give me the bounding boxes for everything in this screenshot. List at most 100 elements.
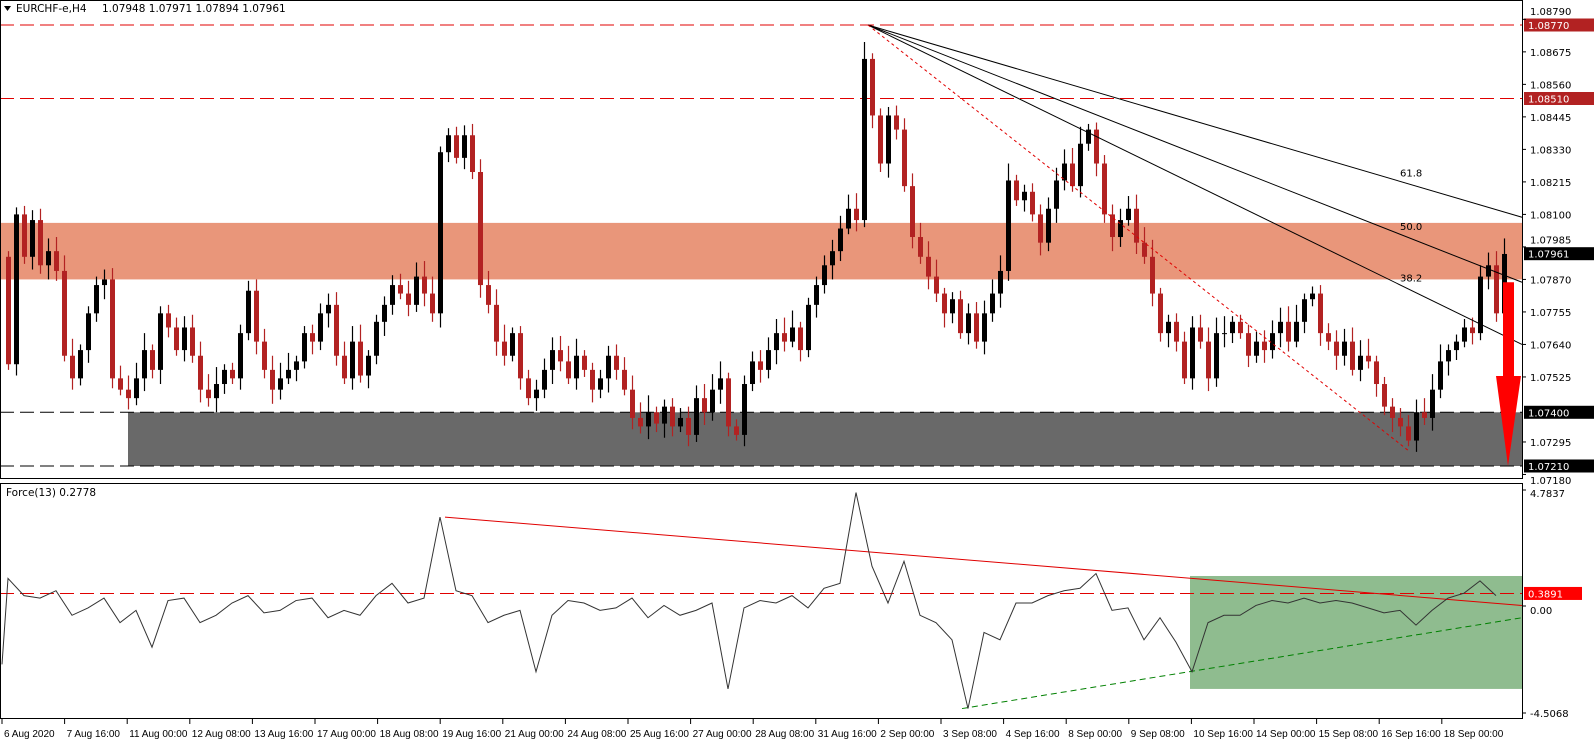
candle-bull (1294, 321, 1299, 342)
candle-bear (342, 355, 347, 379)
candle-bear (126, 389, 131, 399)
candle-bear (590, 369, 595, 390)
candle-bear (494, 304, 499, 342)
candle-bear (1318, 293, 1323, 334)
candle-bear (934, 276, 939, 294)
candle-bear (1334, 341, 1339, 356)
candle-bear (1150, 256, 1155, 294)
candle-bear (430, 293, 435, 314)
candle-bull (1478, 276, 1483, 334)
time-tick-label: 11 Aug 00:00 (129, 729, 188, 740)
candle-bear (1142, 242, 1147, 257)
time-tick-label: 7 Aug 16:00 (67, 729, 121, 740)
candle-bull (446, 135, 451, 153)
candle-bear (1246, 333, 1251, 356)
candle-bull (990, 293, 995, 314)
time-tick-label: 16 Sep 16:00 (1381, 729, 1441, 740)
candle-bear (1286, 321, 1291, 342)
force-tick-label: 0.00 (1530, 606, 1552, 617)
candle-bull (966, 313, 971, 334)
time-tick-label: 25 Aug 16:00 (630, 729, 689, 740)
candle-bear (1158, 293, 1163, 334)
candle-bear (174, 327, 179, 351)
candle-bear (958, 299, 963, 334)
price-tick-label: 1.07985 (1530, 236, 1571, 247)
candle-bull (1118, 220, 1123, 238)
force-line (1, 492, 1497, 709)
candle-bear (310, 333, 315, 342)
time-tick-label: 2 Sep 00:00 (880, 729, 934, 740)
candle-bull (766, 350, 771, 370)
candle-bull (790, 327, 795, 342)
time-tick-label: 3 Sep 08:00 (943, 729, 997, 740)
candle-bull (366, 355, 371, 376)
force-panel-frame (0, 483, 1523, 719)
collapse-triangle-icon[interactable] (4, 6, 11, 11)
candle-bear (854, 208, 859, 221)
time-tick-label: 28 Aug 08:00 (755, 729, 814, 740)
candle-bull (1166, 321, 1171, 334)
candle-bear (902, 129, 907, 187)
candle-bull (542, 369, 547, 390)
candle-bear (614, 355, 619, 370)
candle-bull (1054, 180, 1059, 209)
candle-bear (926, 256, 931, 277)
candle-bear (1182, 341, 1187, 379)
time-tick-label: 19 Aug 16:00 (442, 729, 501, 740)
time-tick-label: 27 Aug 00:00 (693, 729, 752, 740)
time-tick-label: 12 Aug 08:00 (192, 729, 251, 740)
candle-bull (806, 304, 811, 351)
time-tick-label: 14 Sep 00:00 (1256, 729, 1316, 740)
candle-bear (558, 350, 563, 362)
candle-bear (190, 327, 195, 356)
candle-bear (1398, 417, 1403, 427)
candle-bull (86, 313, 91, 351)
force-green-trendline (961, 617, 1523, 710)
candle-bull (550, 350, 555, 370)
candle-bull (350, 341, 355, 379)
time-tick-label: 21 Aug 00:00 (505, 729, 564, 740)
candle-bear (1014, 180, 1019, 201)
time-tick-label: 13 Aug 16:00 (254, 729, 313, 740)
price-tick-label: 1.07870 (1530, 275, 1571, 286)
candle-bear (798, 327, 803, 351)
candle-bear (1070, 163, 1075, 187)
candle-bear (1038, 214, 1043, 243)
price-tick-label: 1.07755 (1530, 308, 1571, 319)
candle-bull (1454, 341, 1459, 351)
candle-bear (758, 361, 763, 370)
price-tick-label: 1.08675 (1530, 48, 1571, 59)
level-badge (1524, 459, 1594, 473)
candle-bull (718, 378, 723, 390)
price-panel: 61.8 50.0 38.2 (0, 24, 1523, 467)
candle-bear (478, 171, 483, 286)
candle-bull (1190, 327, 1195, 379)
candle-bull (1230, 321, 1235, 334)
candle-bear (582, 355, 587, 370)
candle-bull (94, 285, 99, 314)
candle-bear (566, 361, 571, 379)
candle-bear (1366, 355, 1371, 362)
candle-bear (734, 426, 739, 435)
candle-bull (326, 304, 331, 314)
candle-bear (1030, 191, 1035, 215)
price-tick-label: 1.07180 (1530, 476, 1571, 487)
candle-bull (158, 313, 163, 370)
time-tick-label: 17 Aug 00:00 (317, 729, 376, 740)
candle-bear (1382, 384, 1387, 407)
candle-bear (630, 389, 635, 418)
candle-bear (942, 293, 947, 314)
chart-symbol: EURCHF-e,H4 (16, 3, 87, 15)
level-label: 1.07210 (1528, 462, 1569, 473)
candle-bear (726, 378, 731, 427)
candle-bull (238, 333, 243, 379)
candle-bull (982, 313, 987, 342)
force-level-badge (1524, 586, 1582, 600)
down-arrow-icon (1496, 282, 1521, 466)
candle-bear (1094, 129, 1099, 164)
level-badge (1524, 18, 1594, 32)
candle-bear (518, 333, 523, 379)
support-zone (128, 412, 1522, 466)
candle-bull (598, 378, 603, 390)
candle-bull (414, 276, 419, 305)
